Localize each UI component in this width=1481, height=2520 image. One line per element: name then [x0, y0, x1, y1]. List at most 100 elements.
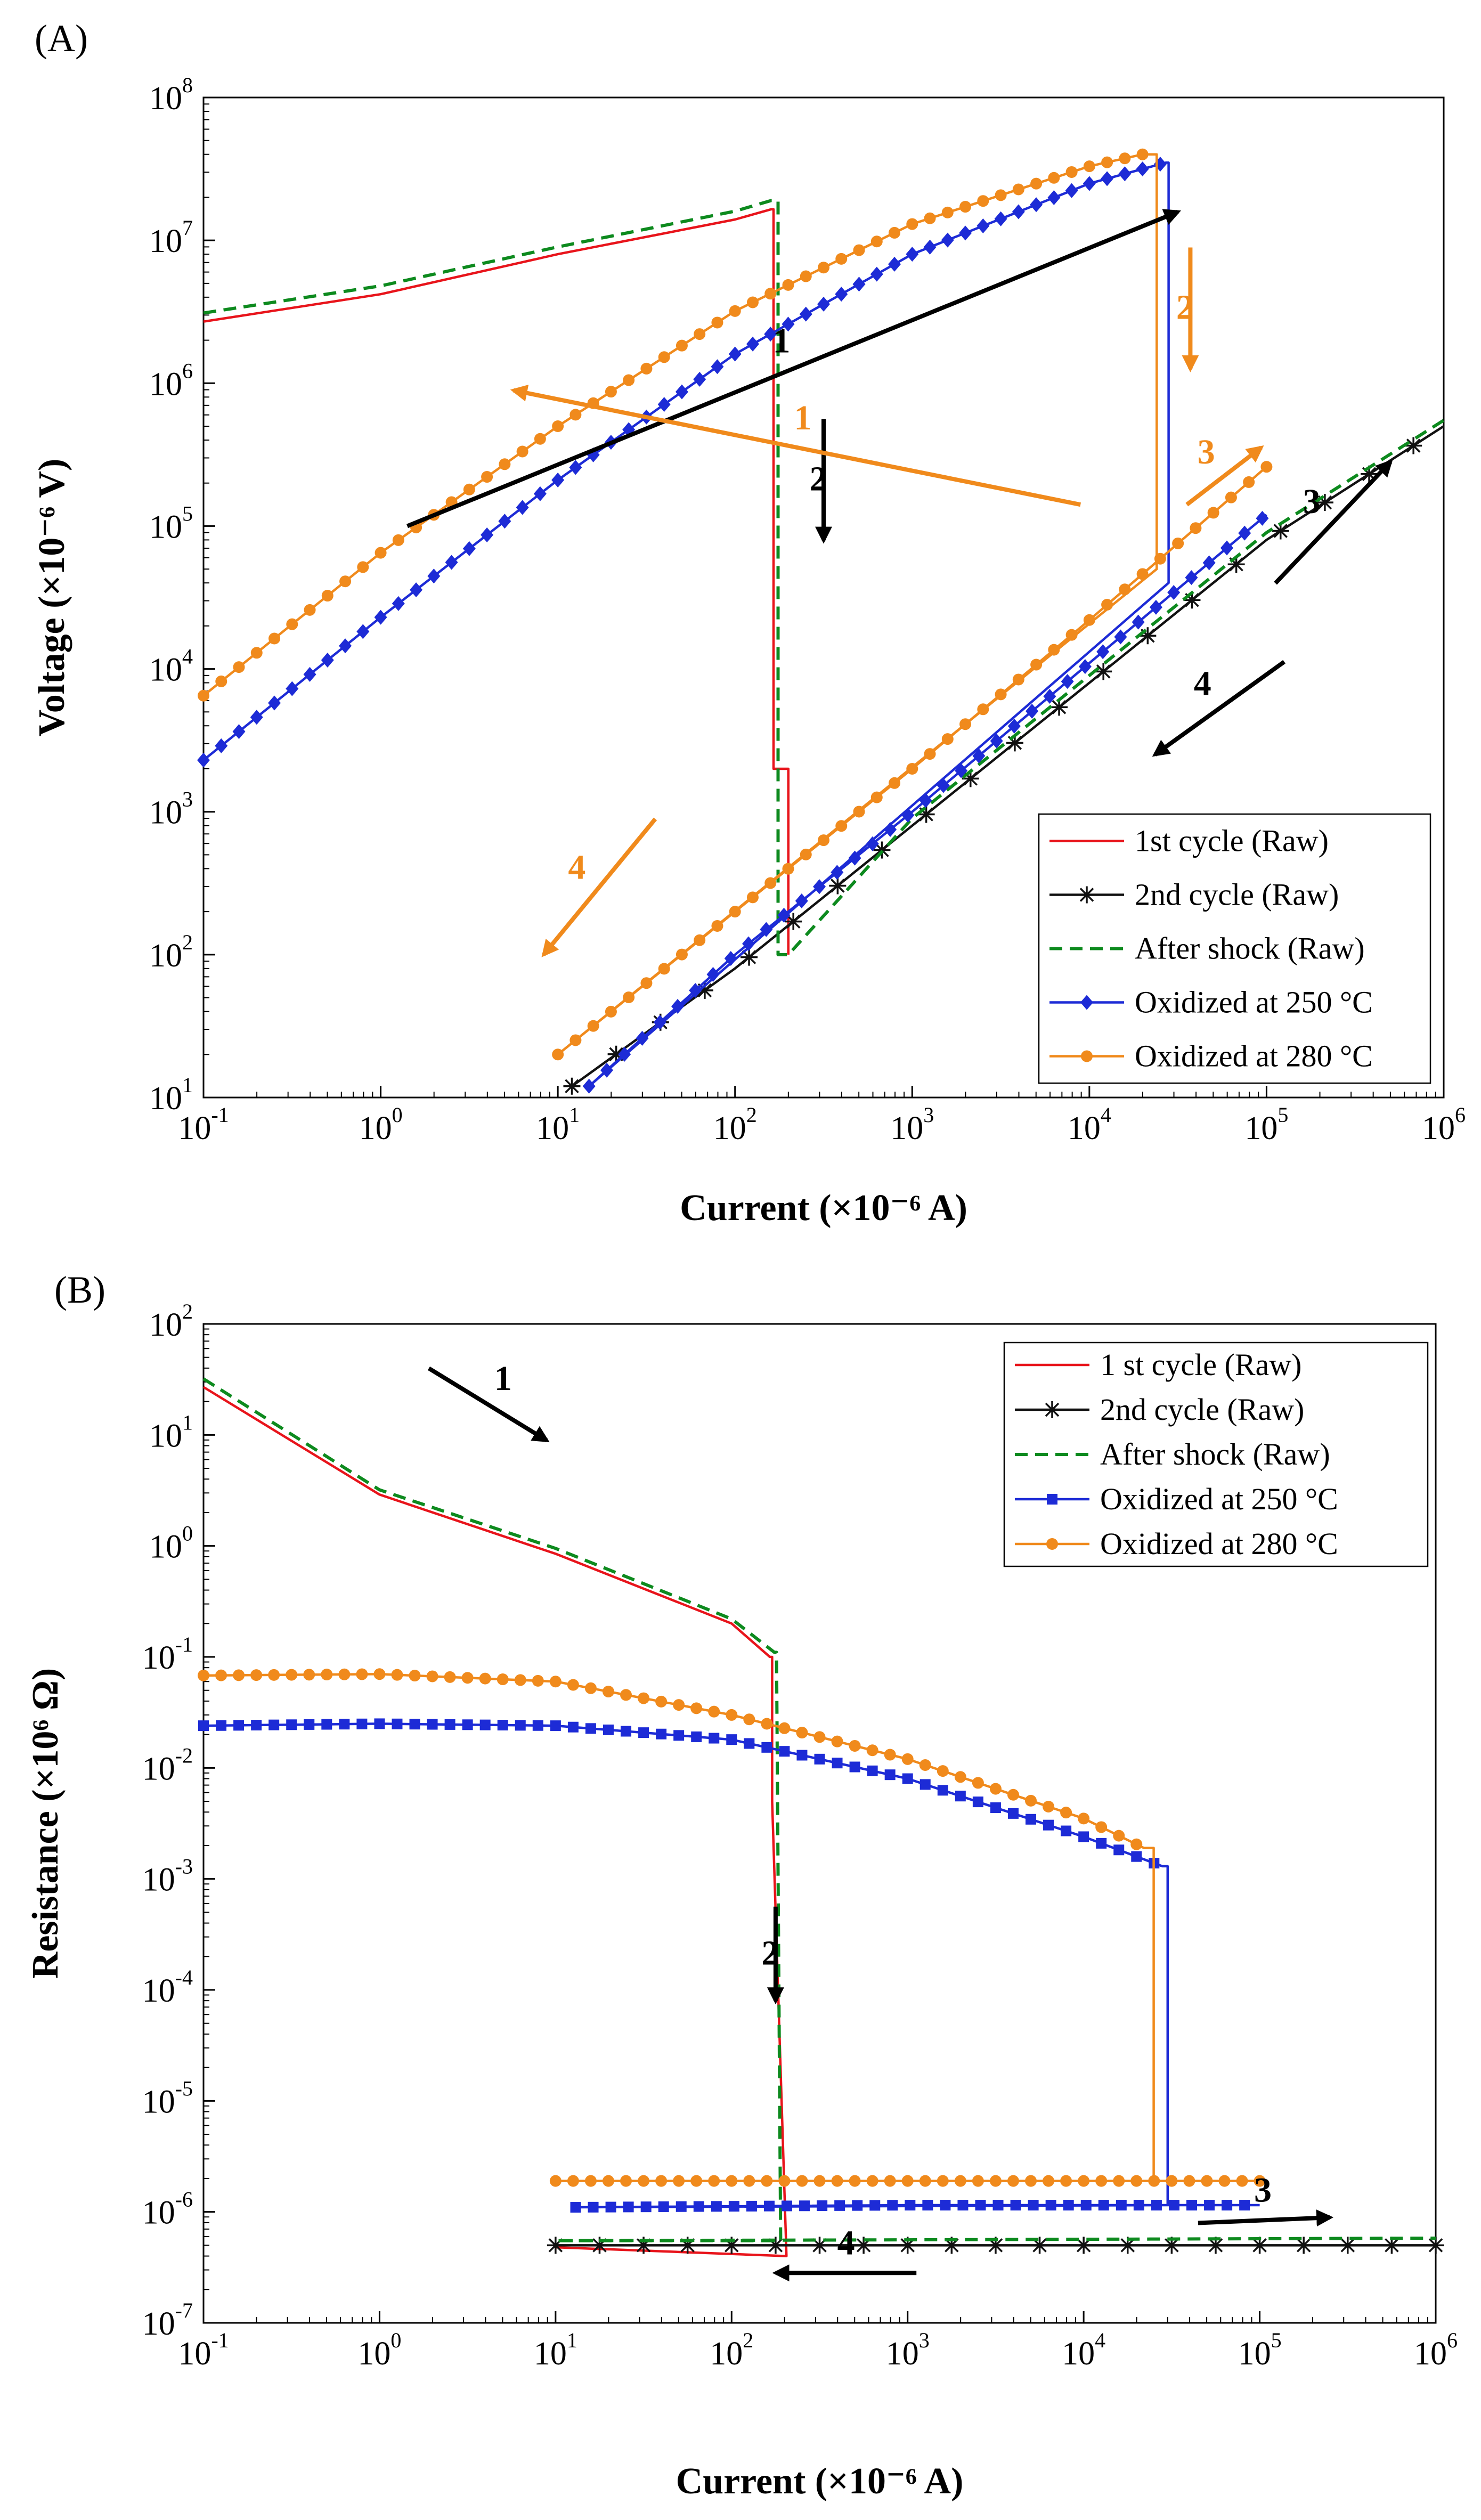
data-point-ox250 — [1007, 718, 1021, 734]
data-point-ox280 — [623, 374, 635, 386]
data-point-ox250 — [760, 922, 773, 937]
data-point-ox280 — [1007, 1789, 1019, 1801]
data-point-ox250 — [905, 2200, 916, 2211]
data-point-ox280 — [924, 212, 936, 224]
data-point-ox280 — [673, 1699, 685, 1711]
data-point-ox250 — [1168, 2200, 1179, 2211]
data-point-ox250 — [1151, 2200, 1162, 2211]
data-point-ox250 — [763, 2200, 775, 2212]
data-point-ox250 — [551, 473, 565, 488]
data-point-ox250 — [977, 218, 990, 234]
legend-marker — [1046, 1538, 1058, 1550]
data-point-ox250 — [1026, 703, 1039, 719]
data-point-ox280 — [954, 1771, 966, 1783]
data-point-ox280 — [764, 877, 777, 889]
data-point-ox280 — [1101, 598, 1113, 611]
data-point-ox280 — [516, 445, 528, 458]
data-point-ox280 — [655, 2175, 668, 2187]
data-point-ox250 — [462, 1719, 473, 1730]
data-point-ox280 — [640, 977, 653, 989]
data-point-ox250 — [623, 2201, 634, 2213]
data-point-ox250 — [691, 1731, 702, 1742]
data-point-ox280 — [1183, 2175, 1195, 2187]
data-point-raw2 — [873, 841, 891, 859]
data-point-ox280 — [673, 2175, 685, 2187]
data-point-raw2 — [1272, 522, 1289, 540]
data-point-ox280 — [690, 2175, 703, 2187]
annotation-arrow: 2 — [1176, 247, 1199, 372]
data-point-ox250 — [972, 1796, 983, 1808]
data-point-ox280 — [1136, 148, 1149, 160]
data-point-ox250 — [796, 1750, 808, 1761]
arrow-label: 4 — [1194, 664, 1211, 703]
annotation-arrow: 2 — [761, 1906, 784, 2005]
data-point-ox280 — [1065, 629, 1078, 641]
data-point-ox250 — [795, 893, 808, 909]
data-point-ox280 — [215, 1669, 227, 1681]
data-point-ox280 — [1012, 183, 1024, 196]
data-point-raw2 — [740, 948, 758, 966]
data-point-ox280 — [870, 791, 883, 803]
data-point-ox250 — [479, 1719, 491, 1730]
data-point-raw2 — [855, 2237, 873, 2254]
legend-marker — [1078, 886, 1095, 904]
series-line-ox280 — [203, 1673, 1260, 2182]
x-tick-label: 101 — [534, 2328, 577, 2372]
data-point-ox250 — [232, 724, 246, 739]
data-point-ox280 — [1207, 507, 1219, 519]
data-point-ox250 — [884, 1769, 896, 1781]
data-point-ox280 — [884, 1749, 896, 1761]
data-point-ox250 — [567, 1721, 579, 1733]
legend-label: Oxidized at 250 °C — [1100, 1482, 1338, 1516]
data-point-ox280 — [304, 604, 316, 616]
data-point-ox280 — [658, 351, 670, 363]
data-point-ox250 — [1114, 629, 1127, 645]
data-point-ox250 — [955, 763, 968, 778]
y-tick-label: 106 — [149, 359, 193, 402]
data-point-ox250 — [444, 1719, 455, 1730]
data-point-ox280 — [1078, 1812, 1090, 1825]
data-point-ox250 — [1078, 1831, 1089, 1842]
data-point-ox280 — [303, 1669, 315, 1681]
legend-marker — [1081, 1050, 1093, 1062]
data-point-ox250 — [462, 541, 476, 556]
data-point-ox280 — [1048, 172, 1060, 184]
data-point-raw2 — [917, 806, 935, 823]
data-point-ox250 — [1238, 525, 1251, 541]
data-point-ox280 — [391, 1669, 403, 1681]
x-axis-title: Current (×10⁻⁶ A) — [680, 1188, 967, 1229]
plot-frame — [202, 96, 1445, 1099]
data-point-raw2 — [987, 2237, 1004, 2254]
y-axis-title: Resistance (×10⁶ Ω) — [25, 1668, 66, 1979]
data-point-ox250 — [764, 327, 777, 342]
x-tick-label: 105 — [1238, 2328, 1282, 2372]
data-point-ox280 — [1113, 2175, 1125, 2187]
data-point-ox280 — [1025, 1794, 1037, 1807]
legend: 1 st cycle (Raw) 2nd cycle (Raw) After sho… — [1003, 1342, 1429, 1567]
data-point-ox280 — [605, 1005, 617, 1018]
data-point-raw2 — [1139, 627, 1157, 645]
data-point-ox250 — [884, 822, 897, 837]
data-point-ox250 — [746, 336, 759, 352]
y-tick-label: 100 — [149, 1522, 193, 1565]
data-point-ox250 — [744, 1738, 755, 1749]
x-tick-label: 10-1 — [178, 1103, 229, 1147]
y-tick-label: 103 — [149, 787, 193, 831]
y-tick-label: 101 — [149, 1073, 193, 1117]
data-point-raw2 — [1075, 2237, 1093, 2254]
data-point-ox250 — [742, 936, 755, 952]
data-point-ox250 — [198, 1720, 209, 1732]
data-point-ox250 — [673, 1730, 685, 1741]
x-tick-label: 101 — [536, 1103, 580, 1147]
data-point-ox250 — [658, 2201, 669, 2212]
annotation-arrow: 1 — [510, 385, 1081, 507]
data-point-raw2 — [1006, 734, 1023, 752]
data-point-ox250 — [1098, 2200, 1109, 2211]
data-point-ox250 — [445, 555, 458, 570]
series-ox280 — [198, 148, 1273, 1061]
data-point-ox250 — [902, 1773, 913, 1784]
data-point-ox280 — [849, 1739, 861, 1752]
data-point-ox280 — [694, 328, 706, 340]
data-point-ox250 — [761, 1742, 772, 1753]
data-point-ox250 — [585, 1723, 596, 1734]
